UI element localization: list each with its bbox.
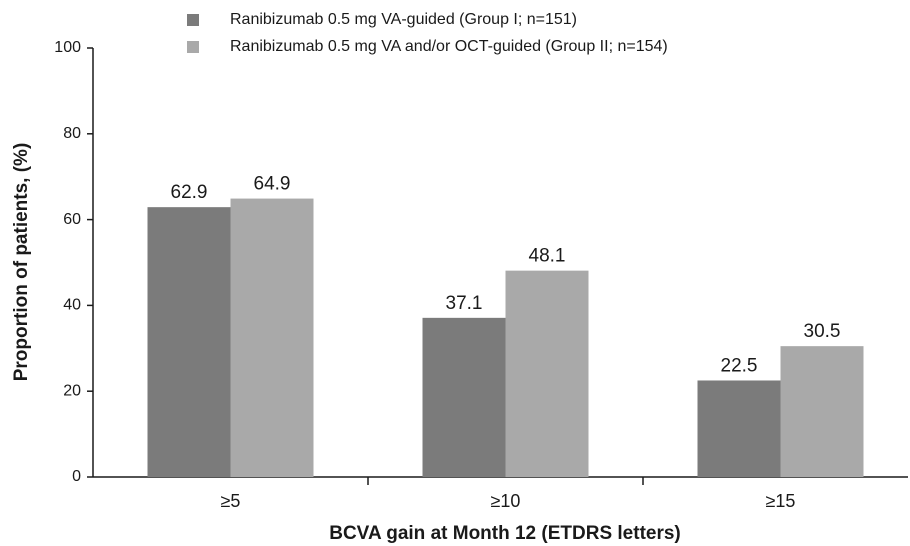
x-tick-label: ≥5 [221,491,241,511]
data-label: 22.5 [721,355,758,376]
bar [697,380,781,477]
data-label: 64.9 [254,174,291,195]
y-tick-label: 100 [54,39,81,56]
data-label: 37.1 [446,293,483,314]
y-tick-label: 40 [63,297,81,314]
y-tick-label: 0 [72,468,81,485]
bar [422,317,506,477]
y-tick-label: 80 [63,125,81,142]
bar [230,198,314,478]
y-axis-label: Proportion of patients, (%) [11,143,32,382]
legend-label: Ranibizumab 0.5 mg VA and/or OCT-guided … [230,38,668,55]
x-tick-label: ≥10 [491,491,521,511]
bar [147,207,231,477]
legend-swatch [187,41,199,53]
data-label: 48.1 [529,246,566,267]
y-tick-label: 60 [63,211,81,228]
y-tick-label: 20 [63,382,81,399]
legend-swatch [187,14,199,26]
legend-label: Ranibizumab 0.5 mg VA-guided (Group I; n… [230,11,577,28]
x-tick-label: ≥15 [766,491,796,511]
data-label: 30.5 [804,321,841,342]
bar [780,346,864,477]
bar [505,270,589,477]
data-label: 62.9 [171,182,208,203]
x-axis-label: BCVA gain at Month 12 (ETDRS letters) [329,523,681,544]
